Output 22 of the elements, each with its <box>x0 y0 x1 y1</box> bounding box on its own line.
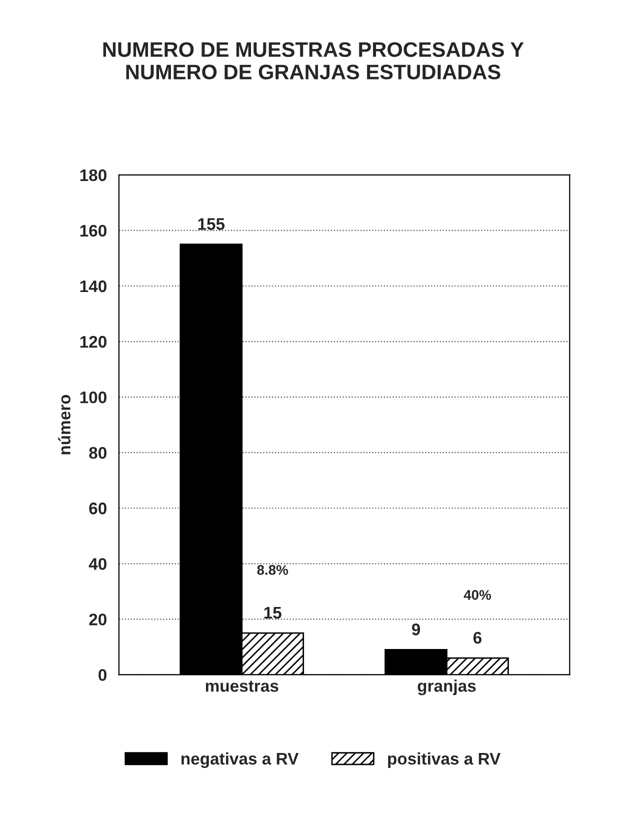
y-tick-label: 160 <box>80 224 106 237</box>
y-tick-label: 60 <box>89 502 106 514</box>
data-label: 15 <box>264 607 282 619</box>
y-tick-label: 180 <box>80 169 106 182</box>
y-tick-label: 120 <box>80 336 106 348</box>
legend-label: positivas a RV <box>388 752 501 768</box>
data-label: 6 <box>473 632 482 644</box>
y-tick-label: 40 <box>88 558 106 570</box>
y-axis-title: número <box>58 394 70 454</box>
data-label: 155 <box>198 218 225 230</box>
legend-label: negativas a RV <box>181 752 299 768</box>
chart-title: NUMERO DE MUESTRAS PROCESADAS Y NUMERO DE GRANJAS ESTUDIADAS <box>103 42 524 80</box>
y-tick-label: 0 <box>98 669 106 681</box>
annotation: 40% <box>464 590 491 600</box>
y-tick-label: 20 <box>89 614 106 626</box>
x-tick-label: granjas <box>418 680 476 696</box>
y-tick-label: 80 <box>89 447 106 459</box>
x-tick-label: muestras <box>206 680 278 692</box>
data-label: 9 <box>412 624 420 636</box>
annotation: 8.8% <box>257 565 288 575</box>
y-tick-label: 140 <box>80 280 106 292</box>
y-tick-label: 100 <box>80 391 106 404</box>
